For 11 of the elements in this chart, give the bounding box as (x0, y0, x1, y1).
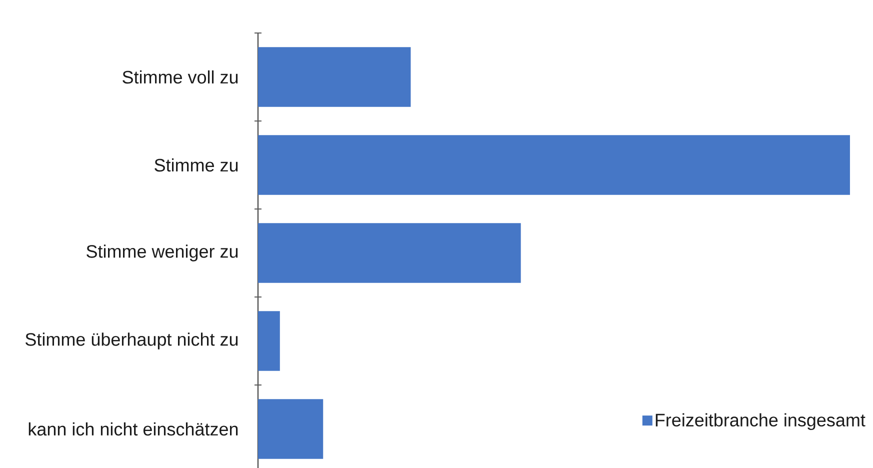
bar (258, 399, 324, 459)
bar (258, 223, 521, 283)
bar (258, 135, 850, 195)
y-tick-label: kann ich nicht einschätzen (28, 422, 238, 436)
y-tick-label: Stimme voll zu (122, 70, 238, 84)
y-tick-label: Stimme weniger zu (86, 244, 238, 262)
bar (258, 47, 411, 107)
y-tick-label: Stimme überhaupt nicht zu (26, 332, 238, 350)
legend-label: Freizeitbranche insgesamt (656, 413, 866, 430)
y-tick-label: Stimme zu (154, 158, 238, 172)
bar (258, 311, 280, 371)
